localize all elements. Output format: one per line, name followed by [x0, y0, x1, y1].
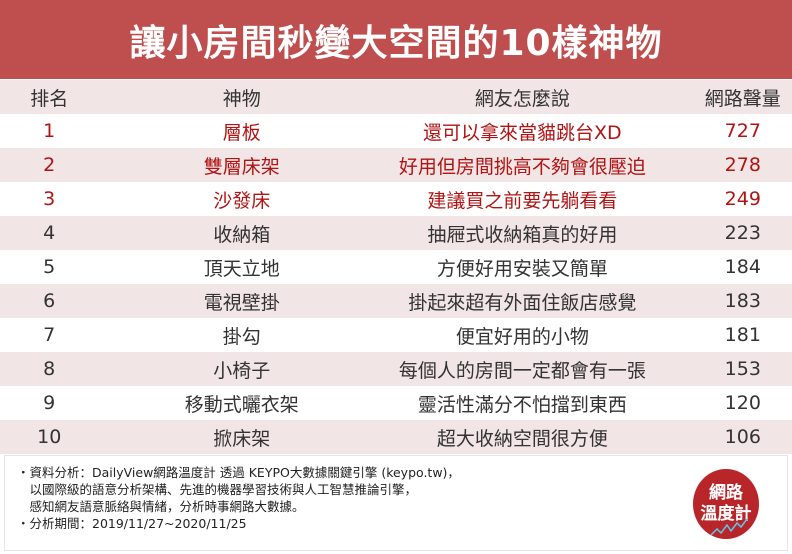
footer-line: ・資料分析：DailyView網路溫度計 透過 KEYPO大數據關鍵引擎 (ke… [17, 465, 460, 480]
trend-line-icon [710, 518, 748, 536]
table-header: 排名 神物 網友怎麼說 網路聲量 [0, 80, 792, 114]
rank-cell: 9 [43, 392, 56, 414]
table-row: 6 電視壁掛 掛起來超有外面住飯店感覺 183 [0, 284, 792, 318]
comment-cell: 便宜好用的小物 [455, 325, 589, 348]
item-cell: 收納箱 [213, 223, 271, 246]
item-cell: 雙層床架 [203, 155, 280, 178]
table-row: 7 掛勾 便宜好用的小物 181 [0, 318, 792, 352]
page-title: 讓小房間秒變大空間的10樣神物 [0, 0, 792, 79]
volume-cell: 183 [724, 290, 761, 312]
comment-cell: 超大收納空間很方便 [436, 427, 608, 450]
item-cell: 掛勾 [222, 325, 261, 348]
ranking-table: 排名 神物 網友怎麼說 網路聲量 1 層板 還可以拿來當貓跳台XD 727 2 雙層床架 好… [0, 80, 792, 454]
header-volume: 網路聲量 [704, 87, 781, 110]
volume-cell: 727 [724, 120, 761, 142]
table-row: 3 沙發床 建議買之前要先躺看看 249 [0, 182, 792, 216]
table-row: 4 收納箱 抽屜式收納箱真的好用 223 [0, 216, 792, 250]
rank-cell: 8 [43, 358, 56, 380]
volume-cell: 223 [724, 222, 761, 244]
table-row: 2 雙層床架 好用但房間挑高不夠會很壓迫 278 [0, 148, 792, 182]
item-cell: 移動式曬衣架 [184, 393, 299, 416]
footer-line: ・分析期間：2019/11/27~2020/11/25 [17, 516, 247, 531]
table-row: 8 小椅子 每個人的房間一定都會有一張 153 [0, 352, 792, 386]
header-rank: 排名 [30, 87, 69, 110]
rank-cell: 4 [43, 222, 56, 244]
volume-cell: 153 [724, 358, 761, 380]
item-cell: 小椅子 [213, 359, 271, 382]
comment-cell: 每個人的房間一定都會有一張 [398, 359, 646, 382]
item-cell: 層板 [222, 121, 261, 144]
volume-cell: 184 [724, 256, 761, 278]
rank-cell: 5 [43, 256, 56, 278]
comment-cell: 抽屜式收納箱真的好用 [427, 223, 618, 246]
footer: ・資料分析：DailyView網路溫度計 透過 KEYPO大數據關鍵引擎 (ke… [4, 455, 788, 551]
rank-cell: 7 [43, 324, 56, 346]
header-comment: 網友怎麼說 [474, 87, 570, 110]
item-cell: 頂天立地 [203, 257, 280, 280]
item-cell: 掀床架 [213, 427, 271, 450]
rank-cell: 10 [37, 426, 62, 448]
rank-cell: 2 [43, 154, 56, 176]
table-row: 1 層板 還可以拿來當貓跳台XD 727 [0, 114, 792, 148]
table-row: 9 移動式曬衣架 靈活性滿分不怕擋到東西 120 [0, 386, 792, 420]
volume-cell: 106 [724, 426, 761, 448]
volume-cell: 278 [724, 154, 761, 176]
volume-cell: 120 [724, 392, 761, 414]
header-item: 神物 [222, 87, 261, 110]
logo-text: 網路 [709, 483, 743, 503]
logo-text: 溫度計 [700, 504, 752, 524]
comment-cell: 方便好用安裝又簡單 [436, 257, 608, 280]
table-row: 10 掀床架 超大收納空間很方便 106 [0, 420, 792, 454]
rank-cell: 6 [43, 290, 56, 312]
comment-cell: 好用但房間挑高不夠會很壓迫 [398, 155, 646, 178]
rank-cell: 3 [43, 188, 56, 210]
comment-cell: 掛起來超有外面住飯店感覺 [408, 291, 637, 314]
footer-line: 以國際級的語意分析架構、先進的機器學習技術與人工智慧推論引擎， [17, 482, 418, 497]
footer-line: 感知網友語意脈絡與情緒，分析時事網路大數據。 [17, 499, 305, 514]
item-cell: 沙發床 [213, 189, 271, 212]
footer-notes: ・資料分析：DailyView網路溫度計 透過 KEYPO大數據關鍵引擎 (ke… [17, 464, 460, 532]
dailyview-logo: 網路 溫度計 [693, 469, 759, 539]
comment-cell: 靈活性滿分不怕擋到東西 [417, 393, 627, 416]
comment-cell: 還可以拿來當貓跳台XD [423, 121, 622, 144]
item-cell: 電視壁掛 [203, 291, 280, 314]
volume-cell: 181 [724, 324, 761, 346]
comment-cell: 建議買之前要先躺看看 [427, 189, 618, 212]
table-row: 5 頂天立地 方便好用安裝又簡單 184 [0, 250, 792, 284]
rank-cell: 1 [43, 120, 56, 142]
volume-cell: 249 [724, 188, 761, 210]
